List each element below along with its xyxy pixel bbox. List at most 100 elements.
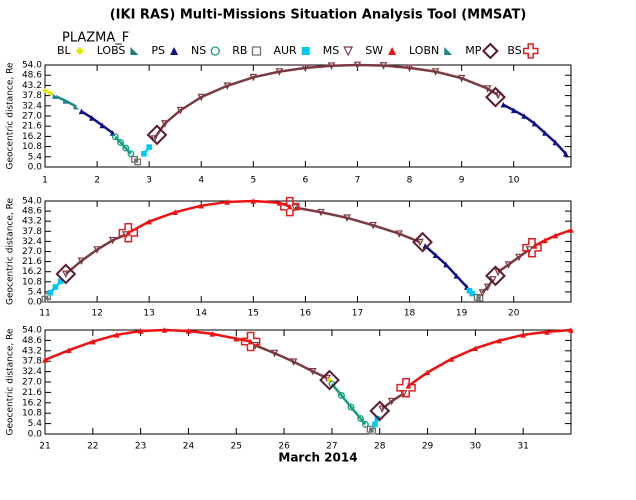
point [510, 107, 517, 114]
y-tick-label: 32.4 [22, 367, 42, 377]
point [326, 377, 333, 383]
legend-marker [210, 46, 220, 56]
y-tick-label: 16.2 [22, 267, 42, 277]
orbit-segment [65, 233, 127, 275]
point [485, 265, 506, 287]
point [131, 155, 139, 163]
orbit-segment [533, 228, 572, 247]
legend-label: PS [151, 44, 165, 57]
point [117, 139, 124, 146]
y-tick-label: 0.0 [28, 298, 43, 308]
point [89, 115, 95, 121]
y-tick-label: 43.2 [22, 346, 42, 356]
point [568, 327, 574, 333]
point [99, 122, 106, 129]
y-tick-label: 27.0 [22, 112, 42, 122]
point [372, 421, 378, 428]
point [552, 232, 559, 239]
x-tick-label: 14 [196, 309, 208, 319]
orbit-segment [369, 428, 374, 433]
point [457, 74, 466, 83]
legend-label: MP [465, 44, 481, 57]
point [515, 253, 523, 262]
point [472, 345, 479, 352]
legend-marker [522, 43, 539, 59]
y-tick-label: 32.4 [22, 237, 42, 247]
point [327, 62, 336, 70]
legend-marker [75, 47, 84, 55]
y-tick-label: 54.0 [22, 61, 42, 71]
point [361, 420, 369, 428]
point [90, 338, 96, 345]
chart-title: (IKI RAS) Multi-Missions Situation Analy… [110, 8, 527, 23]
point [42, 357, 48, 363]
y-tick-label: 54.0 [22, 197, 42, 207]
y-tick-label: 5.4 [28, 419, 43, 429]
point [531, 120, 538, 127]
point [443, 261, 449, 268]
point [504, 261, 513, 269]
point [233, 335, 240, 342]
point [113, 332, 120, 338]
point [520, 332, 526, 338]
point [431, 68, 440, 76]
point [280, 196, 300, 217]
point [319, 369, 340, 391]
legend-marker [301, 47, 310, 55]
legend-label: LOBS [97, 44, 126, 57]
y-tick-label: 5.4 [28, 287, 43, 297]
y-axis-label: Geocentric distance, Re [6, 198, 16, 305]
subtitle: PLAZMA_F [62, 31, 129, 46]
point [118, 223, 139, 243]
point [395, 230, 403, 238]
y-tick-label: 48.6 [22, 336, 42, 346]
point [62, 270, 70, 279]
x-tick-label: 21 [39, 442, 50, 452]
x-tick-label: 27 [326, 442, 337, 452]
x-tick-label: 6 [303, 176, 309, 186]
orbit-segment [153, 63, 499, 140]
legend-marker [481, 42, 499, 60]
y-tick-label: 27.0 [22, 247, 42, 257]
x-tick-label: 30 [470, 442, 482, 452]
y-tick-label: 5.4 [28, 152, 43, 162]
point [198, 202, 205, 209]
legend-label: LOBN [409, 44, 439, 57]
point [141, 150, 147, 157]
legend-label: BS [507, 44, 521, 57]
point [369, 400, 391, 422]
point [483, 283, 492, 292]
y-tick-label: 10.8 [22, 409, 42, 419]
point [568, 227, 574, 233]
point [78, 108, 85, 115]
point [525, 246, 534, 254]
y-axis-label: Geocentric distance, Re [6, 328, 16, 435]
legend-label: SW [365, 44, 383, 57]
x-tick-label: 19 [456, 309, 468, 319]
orbit-segment [407, 328, 572, 387]
legend-marker [343, 46, 354, 57]
point [542, 130, 548, 136]
point [197, 93, 206, 102]
point [185, 328, 192, 334]
orbit-segment [330, 383, 367, 426]
point [73, 103, 80, 110]
point [317, 208, 325, 217]
point [476, 294, 484, 302]
point [562, 150, 569, 157]
point [544, 329, 550, 335]
point [47, 90, 54, 97]
point [353, 61, 362, 70]
x-tick-label: 31 [517, 442, 528, 452]
y-tick-label: 48.6 [22, 207, 42, 217]
y-tick-label: 37.8 [22, 227, 42, 237]
point [522, 238, 542, 258]
point [52, 93, 59, 99]
x-tick-label: 28 [374, 442, 386, 452]
x-tick-label: 2 [94, 176, 100, 186]
point [247, 338, 254, 345]
point [223, 82, 232, 90]
y-tick-label: 10.8 [22, 277, 42, 287]
y-tick-label: 21.6 [22, 122, 42, 132]
